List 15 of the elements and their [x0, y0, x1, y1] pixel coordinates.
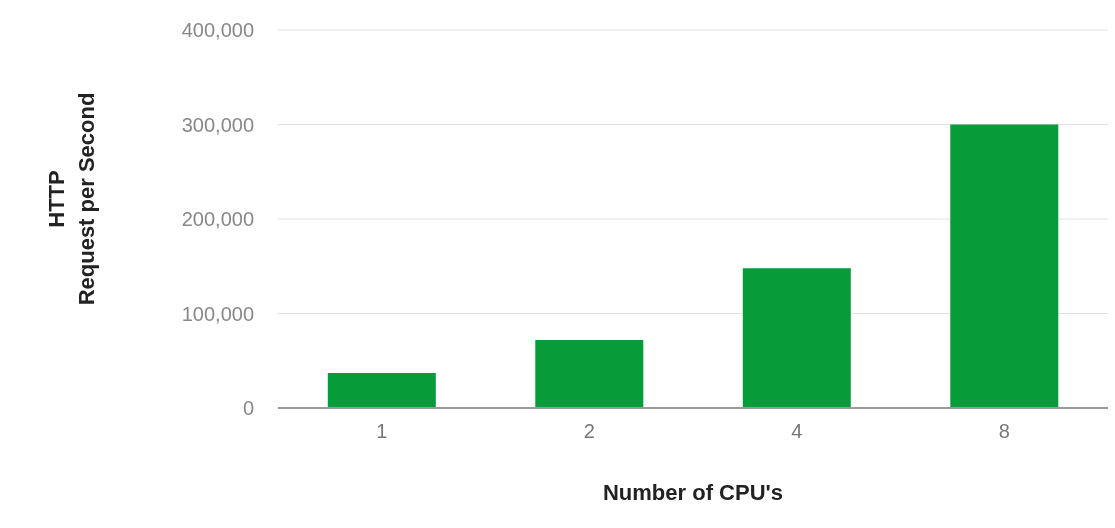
y-tick-label: 200,000 [181, 208, 254, 231]
x-tick-label: 1 [376, 420, 388, 443]
x-tick-label: 4 [791, 420, 803, 443]
bar [535, 339, 644, 408]
bar [950, 124, 1059, 408]
bar [327, 373, 436, 408]
y-tick-label: 100,000 [181, 302, 254, 325]
y-axis-title: HTTP Request per Second [44, 92, 99, 306]
bar [742, 268, 851, 408]
x-axis-title: Number of CPU's [602, 480, 784, 505]
x-tick-label: 2 [583, 420, 595, 443]
y-tick-label: 300,000 [181, 113, 254, 136]
y-tick-label: 400,000 [181, 19, 254, 42]
y-tick-label: 0 [242, 397, 254, 420]
x-tick-label: 8 [998, 420, 1010, 443]
